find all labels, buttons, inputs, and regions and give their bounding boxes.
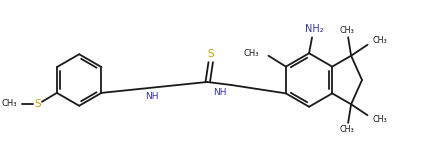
Text: CH₃: CH₃ [243, 49, 258, 58]
Text: CH₃: CH₃ [2, 99, 17, 108]
Text: S: S [208, 49, 214, 59]
Text: NH: NH [213, 88, 227, 97]
Text: CH₃: CH₃ [340, 125, 354, 134]
Text: S: S [35, 99, 41, 109]
Text: NH: NH [145, 92, 159, 101]
Text: NH₂: NH₂ [305, 24, 323, 34]
Text: CH₃: CH₃ [373, 115, 388, 124]
Text: CH₃: CH₃ [373, 36, 388, 45]
Text: CH₃: CH₃ [340, 26, 354, 35]
